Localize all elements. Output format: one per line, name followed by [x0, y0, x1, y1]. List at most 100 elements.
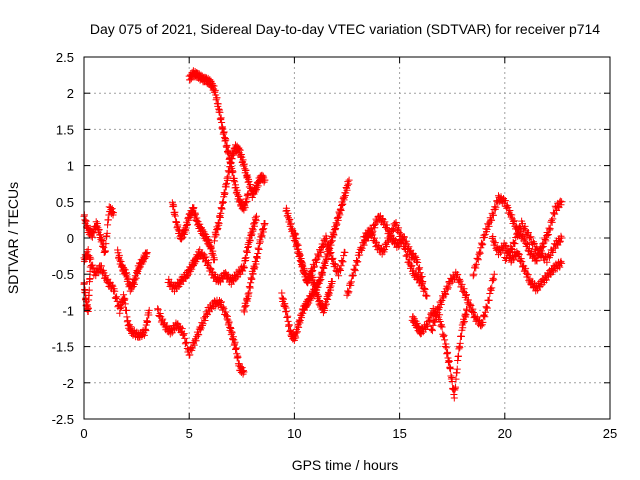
series-arc-i — [154, 296, 248, 378]
data-point — [543, 258, 551, 266]
data-point — [488, 284, 496, 292]
data-point — [224, 173, 232, 181]
data-point — [557, 232, 565, 240]
data-point — [431, 318, 439, 326]
data-point — [401, 246, 409, 254]
data-point — [300, 266, 308, 274]
data-point — [121, 300, 129, 308]
data-point — [353, 258, 361, 266]
x-tick-label: 5 — [186, 426, 193, 441]
data-point — [85, 286, 93, 294]
data-point — [437, 301, 445, 309]
data-point — [558, 234, 566, 242]
data-point — [542, 237, 550, 245]
data-point — [428, 327, 436, 335]
data-point — [442, 290, 450, 298]
data-point — [440, 331, 448, 339]
data-point — [323, 241, 331, 249]
data-point — [490, 276, 498, 284]
data-point — [508, 245, 516, 253]
data-point — [548, 218, 556, 226]
data-point — [442, 344, 450, 352]
data-point — [479, 240, 487, 248]
data-point — [159, 315, 167, 323]
data-point — [448, 377, 456, 385]
data-point — [340, 252, 348, 260]
data-point — [227, 325, 235, 333]
series-arc-g — [185, 67, 252, 214]
series-arc-f — [164, 212, 261, 295]
data-point — [86, 263, 94, 271]
data-point — [113, 293, 121, 301]
data-point — [329, 254, 337, 262]
data-point — [183, 345, 191, 353]
data-point — [111, 287, 119, 295]
data-point — [112, 294, 120, 302]
data-point — [422, 291, 430, 299]
data-point — [535, 246, 543, 254]
data-point — [245, 289, 253, 297]
data-point — [523, 240, 531, 248]
data-point — [539, 242, 547, 250]
data-point — [328, 255, 336, 263]
data-point — [383, 221, 391, 229]
data-point — [181, 230, 189, 238]
data-point — [556, 238, 564, 246]
data-point — [438, 323, 446, 331]
data-point — [508, 211, 516, 219]
data-point — [493, 197, 501, 205]
data-point — [207, 265, 215, 273]
data-point — [420, 285, 428, 293]
data-point — [86, 275, 94, 283]
y-tick-label: 1 — [67, 159, 74, 174]
data-point — [399, 236, 407, 244]
data-point — [216, 108, 224, 116]
data-point — [506, 207, 514, 215]
data-point — [221, 189, 229, 197]
data-point — [470, 270, 478, 278]
data-point — [222, 308, 230, 316]
data-point — [423, 321, 431, 329]
data-point — [344, 287, 352, 295]
data-point — [450, 394, 458, 402]
data-point — [524, 246, 532, 254]
data-point — [558, 198, 566, 206]
data-point — [533, 243, 541, 251]
data-point — [231, 338, 239, 346]
data-point — [242, 254, 250, 262]
data-point — [111, 294, 119, 302]
data-point — [458, 280, 466, 288]
data-point — [87, 255, 95, 263]
series-arc-d — [114, 246, 151, 295]
data-point — [299, 260, 307, 268]
data-point — [510, 217, 518, 225]
data-points — [80, 67, 566, 402]
data-point — [180, 330, 188, 338]
data-point — [416, 264, 424, 272]
data-point — [529, 238, 537, 246]
data-point — [476, 248, 484, 256]
data-point — [545, 251, 553, 259]
data-point — [447, 365, 455, 373]
data-point — [538, 251, 546, 259]
data-point — [97, 262, 105, 270]
data-point — [444, 285, 452, 293]
data-point — [511, 240, 519, 248]
data-point — [190, 341, 198, 349]
data-point — [244, 191, 252, 199]
data-point — [541, 235, 549, 243]
data-point — [195, 331, 203, 339]
data-point — [217, 298, 225, 306]
data-point — [335, 272, 343, 280]
data-point — [202, 253, 210, 261]
data-point — [292, 235, 300, 243]
data-point — [439, 333, 447, 341]
series-arc-a — [80, 203, 117, 256]
data-point — [515, 250, 523, 258]
data-point — [533, 257, 541, 265]
data-point — [515, 251, 523, 259]
data-point — [521, 222, 529, 230]
data-point — [518, 258, 526, 266]
data-point — [336, 265, 344, 273]
data-point — [181, 334, 189, 342]
